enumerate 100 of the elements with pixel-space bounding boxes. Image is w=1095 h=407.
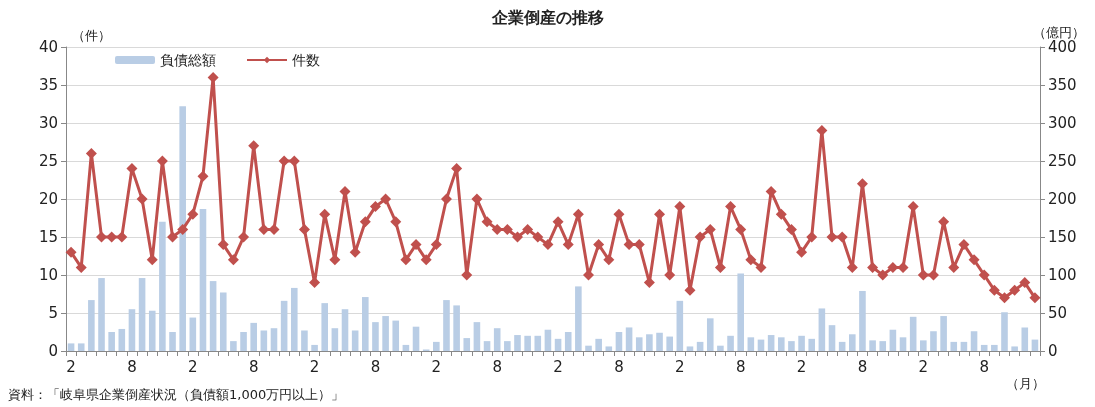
- bar: [970, 331, 978, 351]
- bar: [372, 322, 379, 351]
- bar: [1011, 346, 1018, 351]
- bar: [646, 334, 653, 351]
- bar: [382, 316, 389, 351]
- bar: [108, 332, 115, 351]
- bar: [443, 300, 450, 351]
- bar: [838, 341, 846, 351]
- bar: [209, 281, 217, 351]
- bar: [493, 328, 501, 351]
- bar: [656, 332, 663, 351]
- bar: [240, 332, 247, 351]
- bar: [930, 331, 937, 351]
- y-tick-label: 5: [48, 304, 58, 322]
- bar: [991, 344, 998, 351]
- bar: [341, 309, 349, 351]
- bar: [595, 338, 602, 351]
- bar: [950, 341, 958, 351]
- y-tick-label: 35: [38, 76, 58, 94]
- y-tick-label: 10: [38, 266, 58, 284]
- bar: [463, 338, 471, 351]
- y-tick-label: 20: [38, 190, 58, 208]
- bar: [280, 300, 288, 351]
- y2-tick-label: 0: [1048, 342, 1058, 360]
- bar: [230, 341, 237, 351]
- bar: [788, 341, 795, 351]
- y2-tick-label: 250: [1048, 152, 1077, 170]
- bar: [290, 287, 298, 351]
- bar: [706, 318, 714, 351]
- bar: [818, 308, 826, 351]
- bar: [798, 335, 805, 351]
- x-tick-label: 8: [127, 357, 137, 376]
- bar: [889, 329, 897, 351]
- bar: [199, 208, 207, 351]
- bar: [696, 341, 704, 351]
- bar: [473, 322, 481, 351]
- x-tick-label: 2: [675, 357, 685, 376]
- bar: [88, 300, 95, 351]
- bar: [575, 286, 582, 351]
- text: 資料：「岐阜県企業倒産状況（負債額1,000万円以上）」: [8, 387, 345, 402]
- x-tick-label: 2: [431, 357, 442, 376]
- y2-tick-label: 400: [1048, 38, 1077, 56]
- y2-tick-label: 300: [1048, 114, 1077, 132]
- y2-tick-label: 100: [1048, 266, 1077, 284]
- bar: [828, 325, 836, 351]
- bar: [159, 221, 166, 351]
- bar: [920, 340, 927, 351]
- bar: [138, 278, 146, 351]
- bar: [483, 341, 491, 351]
- x-tick-label: 8: [370, 357, 381, 376]
- bar: [270, 328, 278, 351]
- bar: [169, 332, 176, 351]
- y2-tick-label: 50: [1048, 304, 1068, 322]
- bar: [1021, 327, 1029, 351]
- bar: [808, 338, 816, 351]
- bar: [980, 344, 988, 351]
- bar: [524, 335, 531, 351]
- bar: [869, 340, 876, 351]
- bar: [534, 335, 542, 351]
- x-tick-label: 2: [796, 357, 807, 376]
- bar: [544, 329, 552, 351]
- bar: [727, 335, 734, 351]
- bar: [128, 309, 136, 351]
- bar: [331, 328, 339, 351]
- bar: [433, 341, 440, 351]
- bar: [392, 320, 400, 351]
- y-axis-title: （件）: [72, 28, 111, 43]
- bar: [453, 305, 460, 351]
- bar: [98, 278, 105, 351]
- bar: [67, 343, 75, 351]
- y2-tick-label: 350: [1048, 76, 1077, 94]
- bar: [767, 335, 775, 351]
- bar: [260, 330, 268, 351]
- x-tick-label: 2: [66, 357, 76, 376]
- chart-title: 企業倒産の推移: [490, 7, 604, 27]
- bar: [77, 343, 85, 351]
- x-tick-label: 2: [918, 357, 929, 376]
- bar: [118, 328, 126, 351]
- y-tick-label: 25: [38, 152, 58, 170]
- x-tick-label: 8: [979, 357, 989, 376]
- x-tick-label: 8: [492, 357, 502, 376]
- y2-tick-label: 150: [1048, 228, 1077, 246]
- y-tick-label: 40: [38, 38, 58, 56]
- bar: [362, 297, 369, 351]
- bar: [301, 330, 308, 351]
- bar: [1001, 312, 1008, 351]
- bar: [412, 326, 420, 351]
- bar: [686, 346, 694, 351]
- x-tick-label: 8: [248, 357, 259, 376]
- bar: [635, 337, 643, 351]
- y-tick-label: 30: [38, 114, 58, 132]
- bar: [189, 317, 197, 351]
- y2-axis-title: （億円）: [1033, 25, 1085, 40]
- x-axis-title: （月）: [1006, 376, 1045, 391]
- x-tick-label: 2: [309, 357, 320, 376]
- bar: [402, 344, 410, 351]
- x-tick-label: 8: [614, 357, 624, 376]
- bar: [351, 330, 359, 351]
- bar: [676, 300, 684, 351]
- bar: [219, 292, 227, 351]
